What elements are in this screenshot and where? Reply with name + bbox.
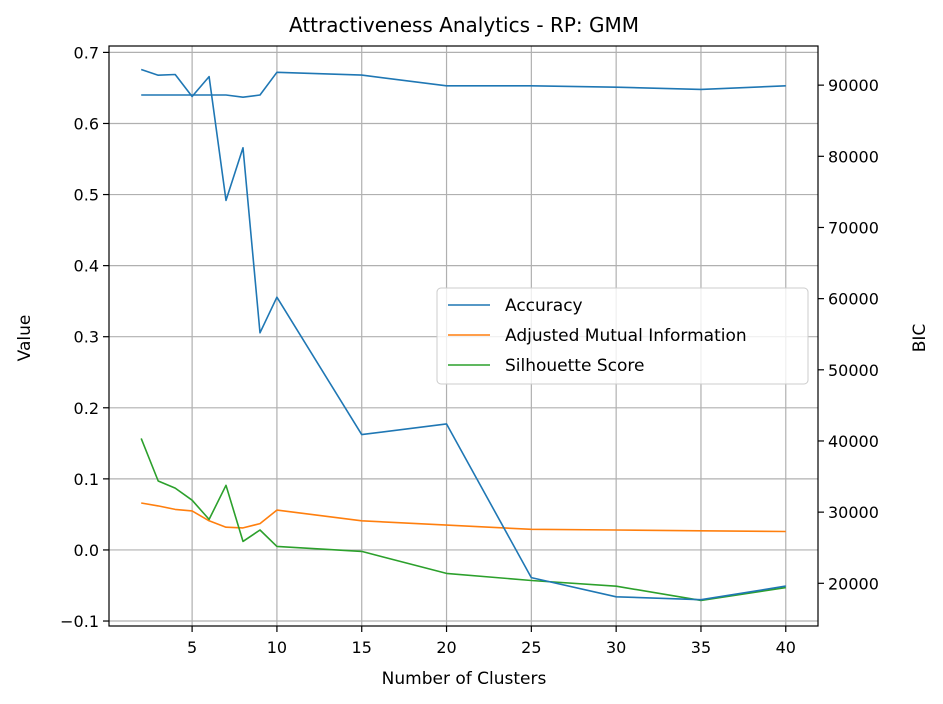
x-tick-label: 10 [267,638,287,657]
y-right-tick-label: 70000 [828,218,879,237]
y-right-axis-label: BIC [910,324,930,353]
y-tick-label: 0.0 [74,541,99,560]
x-tick-label: 40 [776,638,796,657]
plot-frame [108,45,819,627]
legend: Accuracy Adjusted Mutual Information Silho… [436,287,809,385]
y-right-tick-label: 60000 [828,290,879,309]
y-right-tick-label: 50000 [828,361,879,380]
y-tick-label: 0.5 [74,186,99,205]
y-tick-label: 0.3 [74,328,99,347]
x-tick-label: 35 [691,638,711,657]
x-tick-label: 30 [606,638,626,657]
y-tick-label: 0.4 [74,257,99,276]
x-axis-label: Number of Clusters [382,669,547,689]
x-tick-label: 25 [521,638,541,657]
legend-label: Accuracy [505,296,583,316]
y-tick-label: 0.1 [74,470,99,489]
y-right-tick-label: 40000 [828,432,879,451]
legend-label: Adjusted Mutual Information [505,326,747,346]
legend-box [436,287,809,385]
silhouette-score-line [140,438,786,602]
y-tick-label: 0.7 [74,43,99,62]
x-tick-label: 5 [187,638,197,657]
y-right-tick-label: 20000 [828,574,879,593]
ticks: 5 10 15 20 25 30 35 40 −0.1 0.0 0.1 0.2 0.3 0.4 0.5 0.6… [60,43,879,657]
grid [109,46,818,626]
y-tick-label: 0.6 [74,114,99,133]
y-right-tick-label: 30000 [828,503,879,522]
series-layer [140,68,786,602]
y-right-tick-label: 80000 [828,147,879,166]
chart-title: Attractiveness Analytics - RP: GMM [289,13,639,37]
y-right-tick-label: 90000 [828,76,879,95]
x-tick-label: 20 [436,638,456,657]
accuracy-line [141,71,786,98]
bic-line [140,68,786,601]
x-tick-label: 15 [352,638,372,657]
y-axis-label: Value [15,315,35,362]
adjusted-mutual-information-line [141,502,786,533]
y-tick-label: 0.2 [74,399,99,418]
y-tick-label: −0.1 [60,612,99,631]
legend-label: Silhouette Score [505,356,644,376]
